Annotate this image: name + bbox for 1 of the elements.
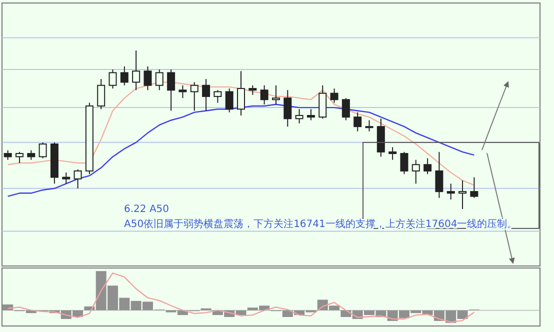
annotation: 6.22 A50 [124,204,170,215]
